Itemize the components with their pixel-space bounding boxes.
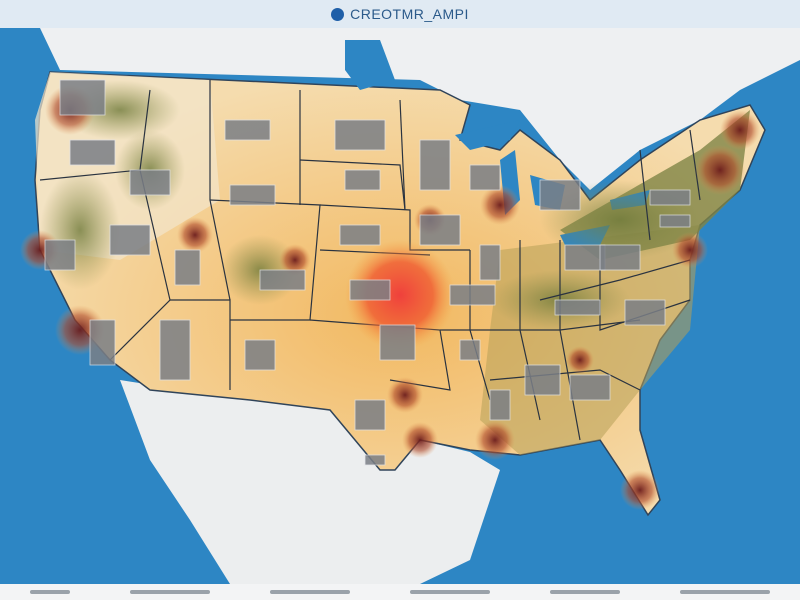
footer-legend [0,584,800,600]
hotspot [620,470,660,510]
state-label-box [344,169,381,191]
state-label-box [419,214,461,246]
state-label-box [649,189,691,206]
state-label-box [479,244,501,281]
state-label-box [44,239,76,271]
hotspot [279,244,311,276]
state-label-box [364,454,386,466]
hotspot [402,422,438,458]
footer-item [30,590,70,594]
footer-item [680,590,770,594]
state-label-box [109,224,151,256]
footer-item [410,590,490,594]
circle-logo-icon [331,7,345,21]
state-label-box [129,169,171,196]
hotspot [672,232,708,268]
state-label-box [59,79,106,116]
state-label-box [334,119,386,151]
hotspot [566,346,594,374]
state-label-box [244,339,276,371]
hotspot [480,185,520,225]
state-label-box [569,374,611,401]
footer-item [550,590,620,594]
state-label-box [524,364,561,396]
state-label-box [89,319,116,366]
state-label-box [224,119,271,141]
state-label-box [624,299,666,326]
state-label-box [259,269,306,291]
footer-item [270,590,350,594]
state-label-box [564,244,606,271]
hotspot [475,420,515,460]
state-label-box [379,324,416,361]
state-label-box [459,339,481,361]
hotspot [720,110,760,150]
state-label-box [339,224,381,246]
state-label-box [599,244,641,271]
state-label-box [174,249,201,286]
state-label-box [469,164,501,191]
state-label-box [489,389,511,421]
state-label-box [229,184,276,206]
hotspot [387,377,423,413]
state-label-box [659,214,691,228]
state-label-box [354,399,386,431]
state-label-box [539,179,581,211]
hotspot-central [345,240,455,350]
state-labels [44,79,691,466]
mexico [120,380,500,584]
state-label-box [159,319,191,381]
map-title: CREOTMR_AMPI [350,6,469,22]
title-bar: CREOTMR_AMPI [0,0,800,28]
footer-item [130,590,210,594]
state-label-box [449,284,496,306]
hotspot [695,145,745,195]
state-label-box [69,139,116,166]
hotspot [177,217,213,253]
state-label-box [419,139,451,191]
state-label-box [554,299,601,316]
state-label-box [349,279,391,301]
canada [0,28,800,190]
